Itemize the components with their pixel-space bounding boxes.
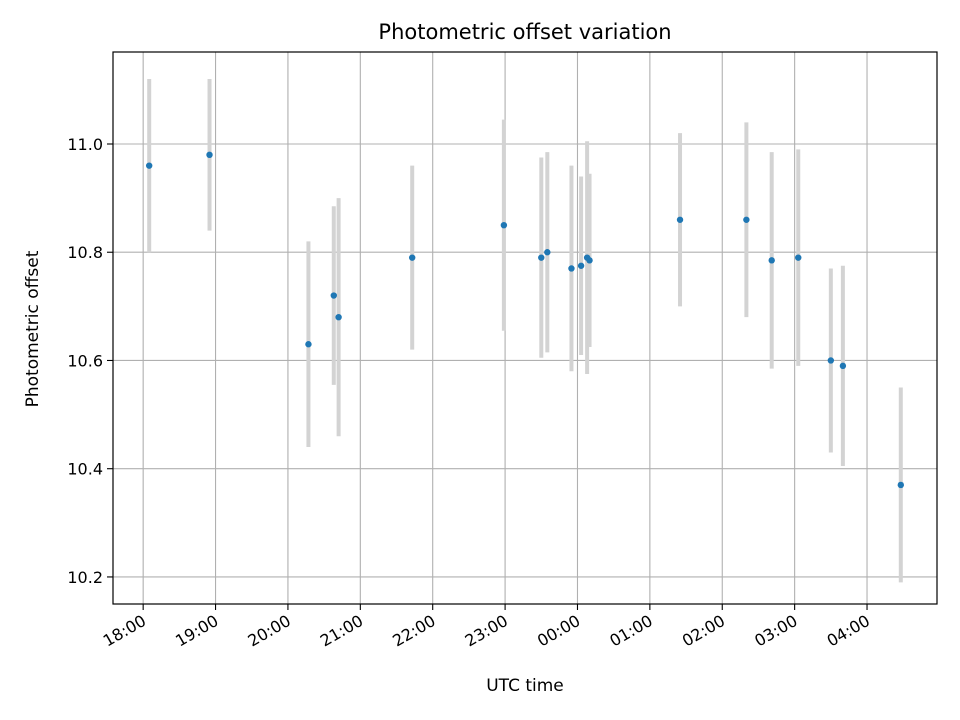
y-tick-label: 10.8 [67,243,103,262]
data-point [408,254,416,261]
y-tick-label: 10.6 [67,351,103,370]
y-tick-label: 10.2 [67,568,103,587]
data-point [145,162,153,169]
x-axis-label: UTC time [486,676,564,696]
data-point [897,481,905,489]
data-point [795,254,802,261]
data-point [330,292,337,299]
plot-frame [112,51,938,605]
y-axis-ticks: 10.2 10.4 10.6 10.8 11.0 [67,135,113,587]
data-point [544,249,551,256]
chart-title: Photometric offset variation [378,20,671,44]
data-point [827,357,835,364]
data-point [335,313,342,321]
data-points [145,151,905,489]
y-axis-label: Photometric offset [23,250,43,407]
data-point [568,265,575,272]
data-point [586,257,593,264]
y-tick-label: 11.0 [67,135,103,154]
data-point [305,341,312,348]
data-point [839,362,847,370]
data-point [500,221,508,229]
data-point [206,151,213,159]
data-point [538,254,545,261]
y-tick-label: 10.4 [67,460,103,479]
data-point [676,216,684,223]
data-point [768,257,775,264]
grid-lines [113,52,937,604]
data-point [577,262,585,269]
data-point [743,216,750,223]
